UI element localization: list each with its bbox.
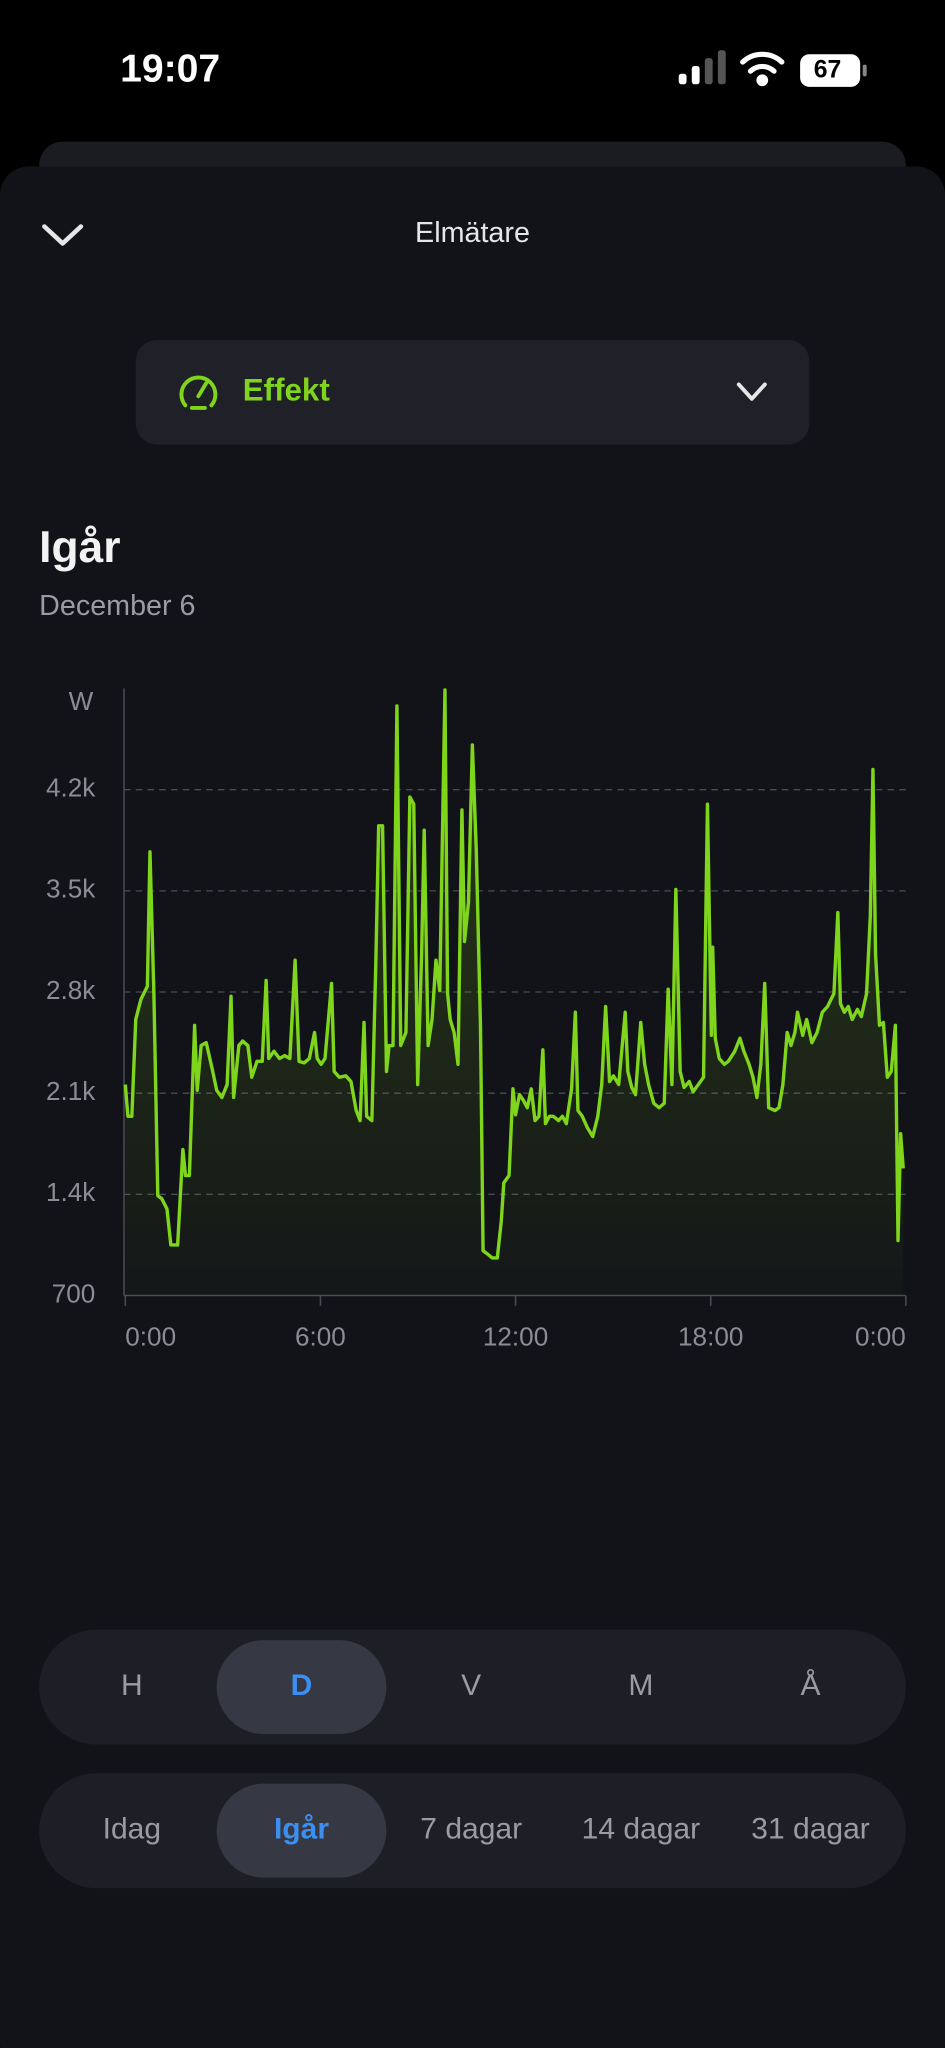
metric-selector[interactable]: Effekt <box>135 340 810 445</box>
status-time: 19:07 <box>120 48 220 91</box>
resolution-tab-item[interactable]: M <box>628 1669 653 1702</box>
y-tick-label: 2.8k <box>46 975 96 1005</box>
close-button[interactable] <box>42 224 84 246</box>
period-tab-item[interactable]: 31 dagar <box>751 1813 869 1846</box>
y-tick-label: 2.1k <box>46 1076 96 1106</box>
y-tick-label: 700 <box>52 1278 96 1308</box>
header-title: Elmätare <box>415 217 530 249</box>
battery-level: 67 <box>814 57 842 84</box>
period-tab-item[interactable]: Igår <box>274 1813 329 1846</box>
plot: 700 1.4k 2.1k 2.8k 3.5k 4.2k 0:00 6:00 12:00 18:0… <box>46 688 907 1351</box>
x-tick-label: 18:00 <box>678 1321 743 1351</box>
area-fill <box>125 689 904 1296</box>
battery-icon: 67 <box>800 54 867 87</box>
signal-icon <box>678 50 726 85</box>
tabs: H D V M Å Idag Igår 7 dagar 14 dagar 31 dagar <box>39 1629 906 1889</box>
resolution-tab-item[interactable]: V <box>461 1669 481 1702</box>
chart-title: Igår <box>39 523 120 572</box>
period-tab-item[interactable]: 14 dagar <box>582 1813 701 1846</box>
resolution-tab-selected-pill[interactable] <box>216 1640 387 1735</box>
resolution-tab-item[interactable]: Å <box>801 1669 821 1702</box>
y-axis-unit: W <box>69 686 94 716</box>
resolution-tab-item[interactable]: H <box>121 1669 143 1702</box>
gauge-icon <box>179 375 218 410</box>
x-tick-label: 12:00 <box>483 1321 548 1351</box>
wifi-icon <box>740 51 785 87</box>
metric-label[interactable]: Effekt <box>243 373 331 408</box>
period-tab-item[interactable]: 7 dagar <box>420 1813 522 1846</box>
dropdown-chevron <box>736 382 767 401</box>
power-line <box>123 688 905 1260</box>
y-tick-label: 3.5k <box>46 874 96 904</box>
x-tick-label: 0:00 <box>125 1321 176 1351</box>
period-tab-item[interactable]: Idag <box>103 1813 161 1846</box>
chart-subtitle: December 6 <box>39 590 195 622</box>
period-tab-selected-pill[interactable] <box>216 1783 387 1878</box>
y-tick-label: 4.2k <box>46 773 96 803</box>
x-tick-label: 6:00 <box>295 1321 346 1351</box>
selector-box[interactable] <box>135 340 810 445</box>
y-tick-label: 1.4k <box>46 1177 96 1207</box>
resolution-tab-item[interactable]: D <box>291 1669 313 1702</box>
x-tick-label: 0:00 <box>855 1321 906 1351</box>
